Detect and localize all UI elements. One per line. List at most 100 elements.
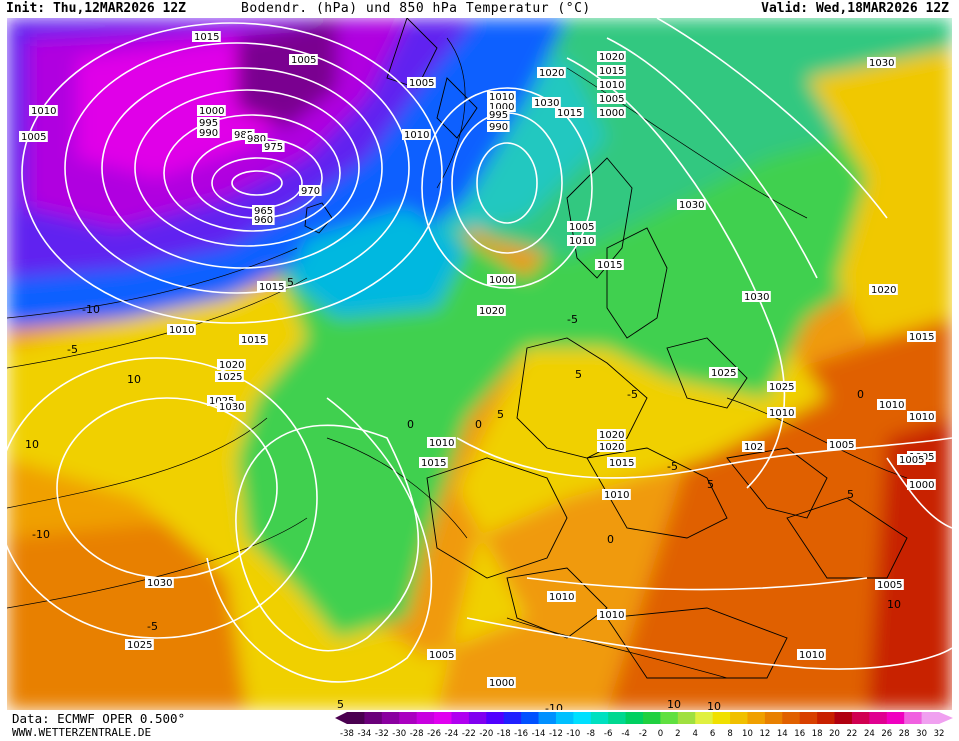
legend-right-arrow: [939, 712, 953, 724]
svg-text:1030: 1030: [869, 58, 894, 69]
pressure-label: 1010: [597, 79, 626, 91]
legend-tick-label: 28: [899, 729, 910, 739]
legend-swatch: [503, 712, 522, 724]
svg-text:1015: 1015: [194, 32, 219, 43]
legend-swatch: [399, 712, 418, 724]
svg-text:1020: 1020: [599, 52, 624, 63]
legend-swatch: [851, 712, 870, 724]
legend-tick-label: -6: [604, 729, 612, 739]
legend-swatch: [416, 712, 435, 724]
pressure-label: 985: [232, 129, 255, 141]
svg-text:1030: 1030: [147, 578, 172, 589]
pressure-label: 1015: [239, 334, 268, 346]
pressure-label: 995: [197, 117, 220, 129]
temperature-label: 0: [857, 388, 864, 401]
pressure-label: 970: [299, 185, 322, 197]
temperature-label: 0: [407, 418, 414, 431]
legend-swatch: [608, 712, 627, 724]
valid-time-label: Valid: Wed,18MAR2026 12Z: [761, 1, 949, 16]
svg-text:1005: 1005: [899, 455, 924, 466]
pressure-label: 1020: [537, 67, 566, 79]
svg-text:1005: 1005: [569, 222, 594, 233]
svg-text:1005: 1005: [829, 440, 854, 451]
pressure-label: 1005: [19, 131, 48, 143]
svg-text:1010: 1010: [909, 412, 934, 423]
svg-text:1000: 1000: [489, 102, 514, 113]
chart-title: Bodendr. (hPa) und 850 hPa Temperatur (°…: [241, 1, 591, 16]
svg-text:965: 965: [254, 206, 273, 217]
pressure-label: 1000: [487, 101, 516, 113]
svg-text:1010: 1010: [429, 438, 454, 449]
pressure-label: 1020: [597, 51, 626, 63]
pressure-label: 102: [742, 441, 765, 453]
pressure-label: 1020: [477, 305, 506, 317]
legend-tick-label: 0: [658, 729, 663, 739]
svg-text:1010: 1010: [599, 610, 624, 621]
legend-tick-label: 8: [727, 729, 732, 739]
pressure-label: 1010: [767, 407, 796, 419]
legend-tick-label: 4: [693, 729, 698, 739]
svg-text:1030: 1030: [744, 292, 769, 303]
legend-tick-label: -20: [479, 729, 493, 739]
legend-tick-label: -38: [340, 729, 354, 739]
pressure-label: 1015: [597, 65, 626, 77]
pressure-label: 1005: [567, 221, 596, 233]
legend-swatch: [886, 712, 905, 724]
pressure-label: 995: [487, 109, 510, 121]
pressure-label: 1010: [597, 609, 626, 621]
legend-tick-label: -10: [566, 729, 580, 739]
legend-tick-label: -12: [549, 729, 563, 739]
svg-text:1020: 1020: [479, 306, 504, 317]
pressure-label: 1005: [827, 439, 856, 451]
legend-swatch: [555, 712, 574, 724]
legend-left-arrow: [335, 712, 347, 724]
pressure-label: 1000: [487, 274, 516, 286]
svg-text:1010: 1010: [879, 400, 904, 411]
pressure-label: 960: [252, 214, 275, 226]
pressure-label: 1015: [192, 31, 221, 43]
pressure-label: 1015: [595, 259, 624, 271]
temperature-label: 5: [707, 478, 714, 491]
legend-tick-label: -8: [587, 729, 595, 739]
legend-swatch: [625, 712, 644, 724]
legend-tick-label: -14: [532, 729, 546, 739]
pressure-label: 1030: [532, 97, 561, 109]
legend-tick-label: -22: [462, 729, 476, 739]
svg-text:990: 990: [199, 128, 218, 139]
pressure-label: 1005: [875, 579, 904, 591]
pressure-label: 1000: [597, 107, 626, 119]
pressure-label: 1010: [907, 411, 936, 423]
legend-tick-label: 16: [794, 729, 805, 739]
legend-swatch: [764, 712, 783, 724]
svg-text:1010: 1010: [604, 490, 629, 501]
legend-swatch: [869, 712, 888, 724]
svg-text:1000: 1000: [599, 108, 624, 119]
legend-swatch: [434, 712, 452, 724]
legend-tick-label: -32: [375, 729, 389, 739]
legend-swatch: [573, 712, 592, 724]
temperature-label: -5: [567, 313, 578, 326]
svg-text:1010: 1010: [799, 650, 824, 661]
svg-text:1020: 1020: [539, 68, 564, 79]
temperature-label: -5: [147, 620, 158, 633]
svg-text:102: 102: [744, 442, 763, 453]
legend-swatch: [921, 712, 940, 724]
legend-tick-label: 26: [881, 729, 892, 739]
isobars: [7, 18, 952, 683]
legend-tick-label: -18: [497, 729, 511, 739]
pressure-label: 1005: [597, 93, 626, 105]
svg-text:1015: 1015: [609, 458, 634, 469]
svg-text:1010: 1010: [599, 80, 624, 91]
pressure-label: 1005: [427, 649, 456, 661]
svg-text:1030: 1030: [534, 98, 559, 109]
pressure-label: 1000: [907, 479, 936, 491]
pressure-label: 1020: [217, 359, 246, 371]
pressure-label: 1030: [217, 401, 246, 413]
svg-text:1010: 1010: [769, 408, 794, 419]
svg-text:1010: 1010: [489, 92, 514, 103]
legend-swatch: [834, 712, 853, 724]
legend-swatch: [590, 712, 609, 724]
legend-swatch: [660, 712, 679, 724]
